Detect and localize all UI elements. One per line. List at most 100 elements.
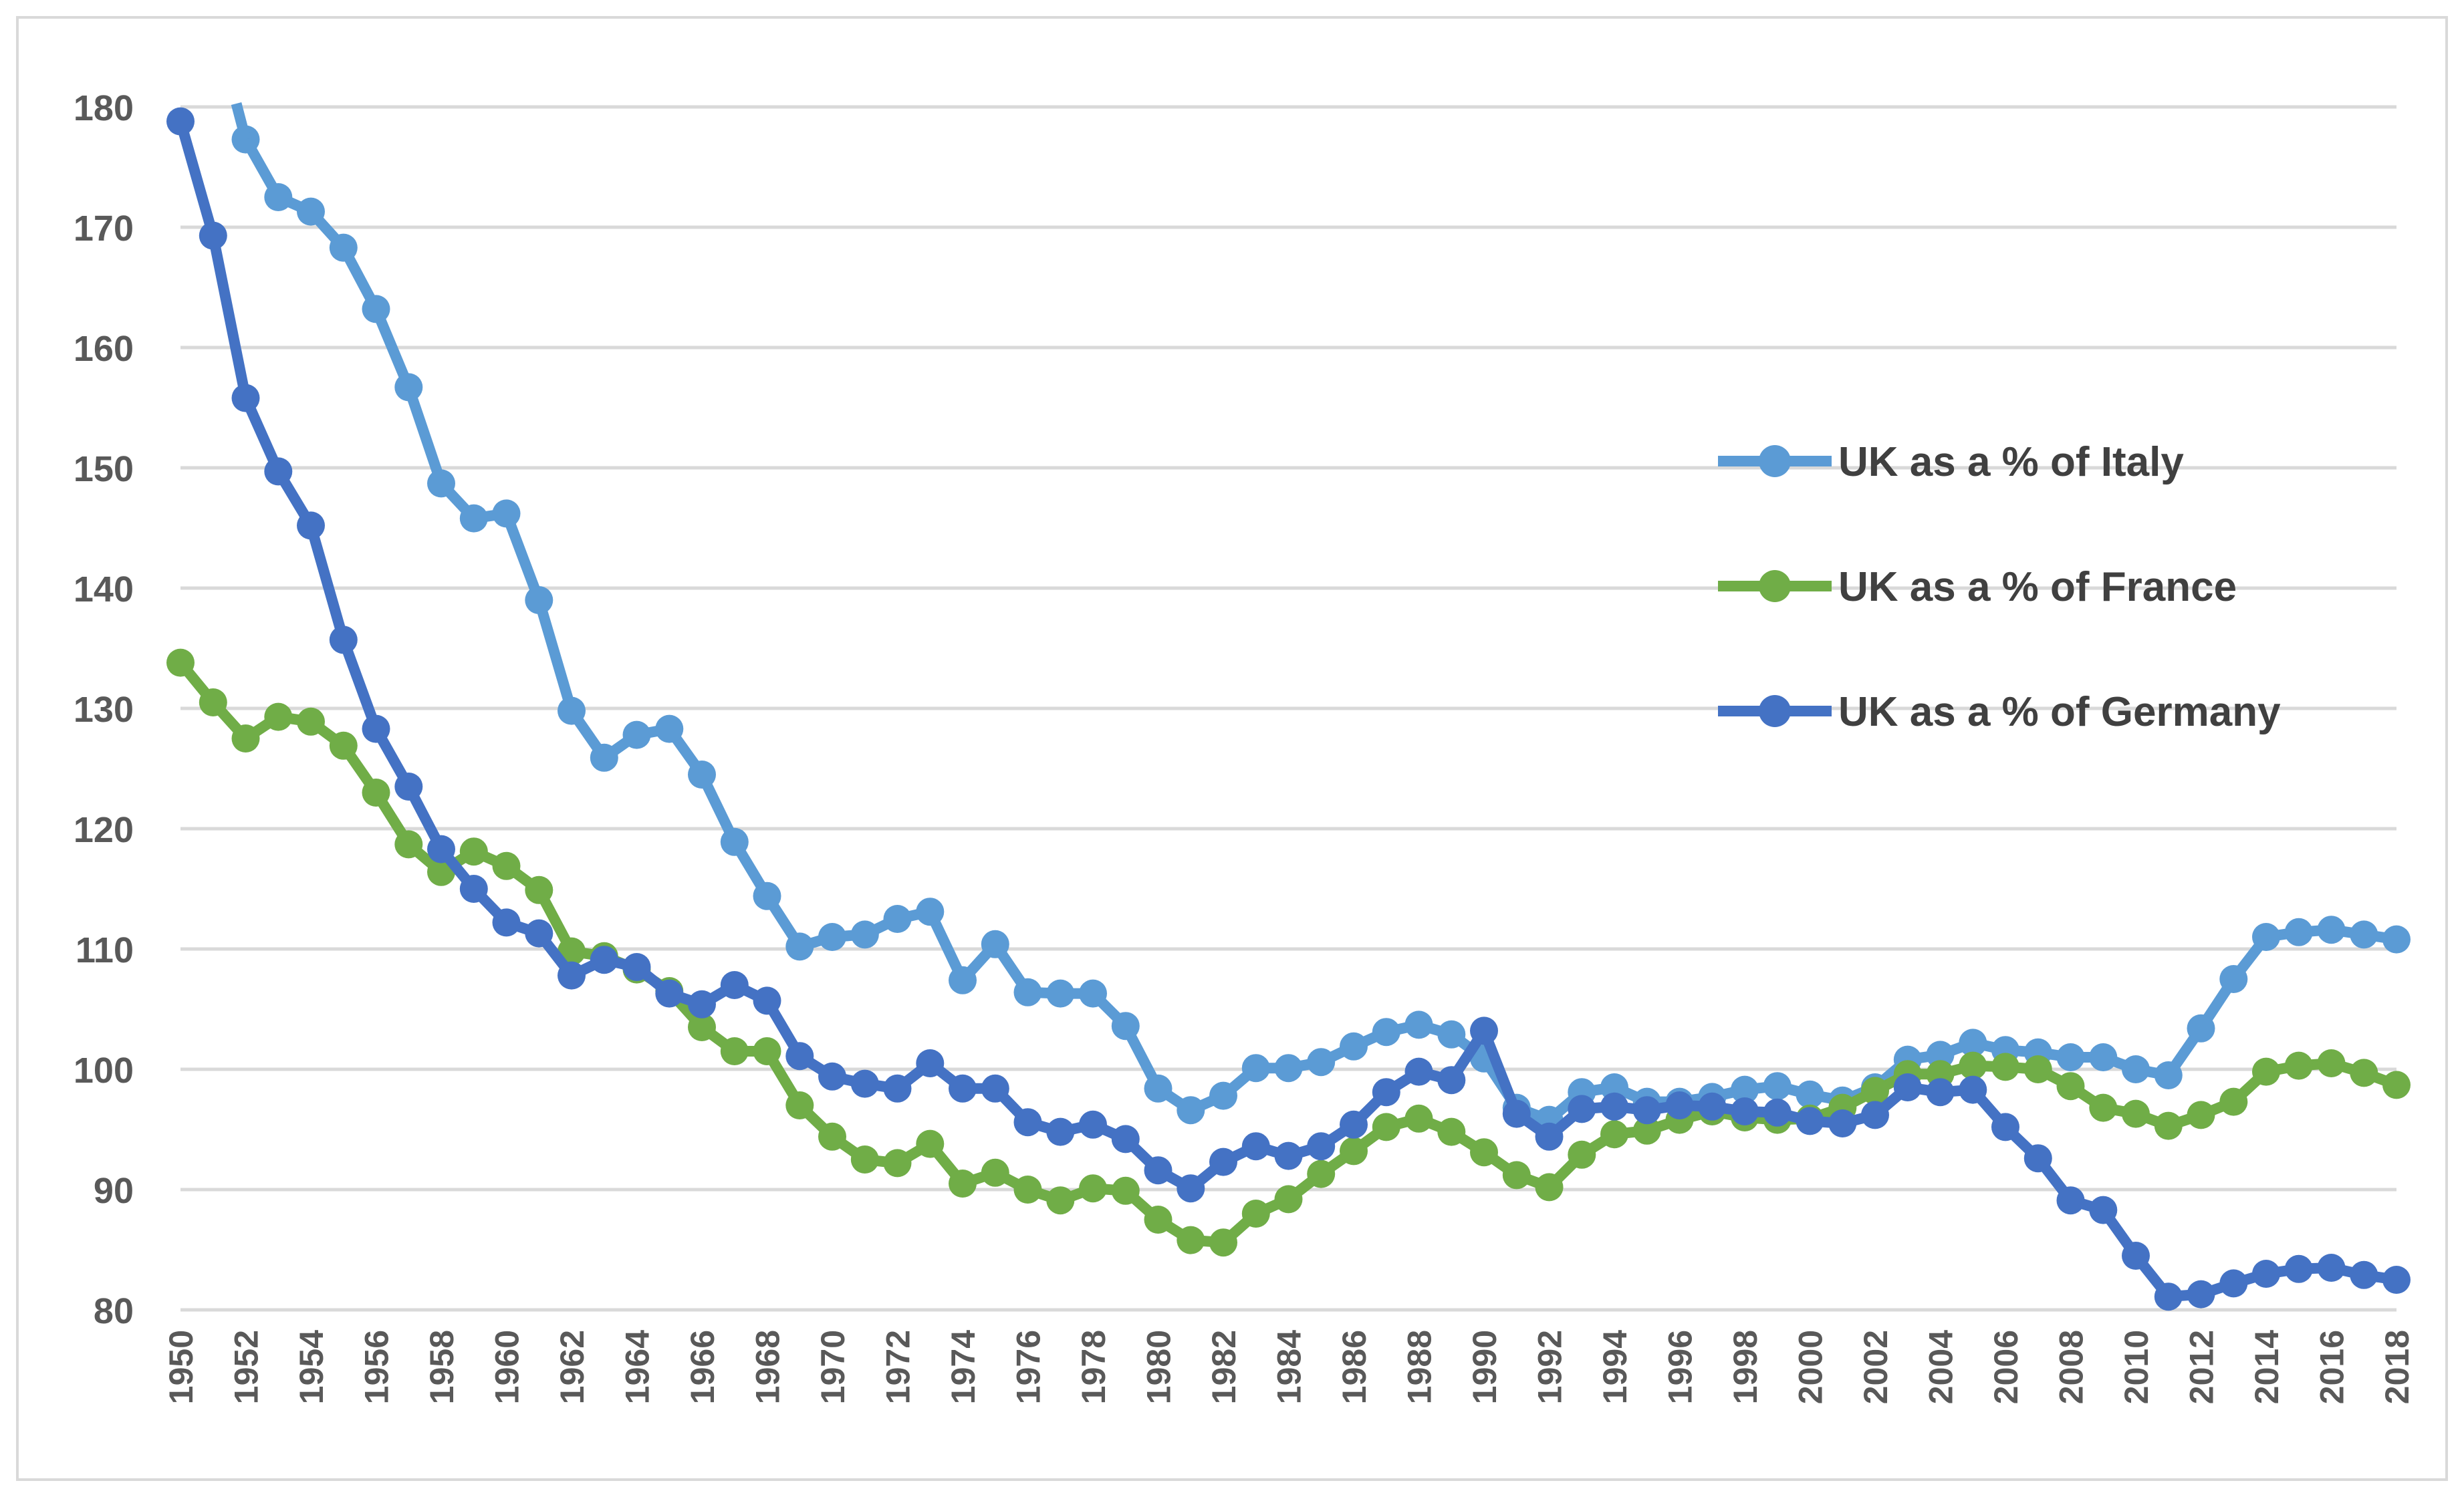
x-tick-label: 1990 <box>1466 1330 1503 1404</box>
data-point <box>1274 1054 1303 1083</box>
data-point <box>1535 1173 1564 1202</box>
y-tick-label: 180 <box>74 88 134 128</box>
y-tick-label: 170 <box>74 209 134 249</box>
data-point <box>2284 1051 2313 1080</box>
data-point <box>1111 1125 1140 1153</box>
data-point <box>2089 1196 2118 1224</box>
data-point <box>753 1037 781 1065</box>
data-point <box>1600 1120 1628 1149</box>
data-point <box>818 923 846 951</box>
data-point <box>1959 1029 1987 1057</box>
data-point <box>1111 1176 1140 1205</box>
legend-label: UK as a % of Germany <box>1838 689 2281 735</box>
data-point <box>720 827 749 856</box>
x-tick-label: 1980 <box>1140 1330 1178 1404</box>
x-tick-label: 1996 <box>1662 1330 1699 1404</box>
data-point <box>362 779 390 807</box>
legend-label: UK as a % of France <box>1838 564 2237 610</box>
data-point <box>949 1074 977 1103</box>
data-point <box>2089 1093 2118 1122</box>
data-point <box>1046 1186 1075 1215</box>
data-point <box>949 966 977 994</box>
data-point <box>1404 1104 1433 1133</box>
data-point <box>459 837 488 866</box>
data-point <box>492 851 521 880</box>
data-point <box>949 1170 977 1198</box>
data-point <box>1926 1078 1955 1107</box>
legend-marker <box>1759 695 1791 727</box>
data-point <box>2187 1101 2215 1129</box>
data-point <box>850 1145 879 1174</box>
legend-label: UK as a % of Italy <box>1838 439 2184 485</box>
data-point <box>264 457 293 486</box>
x-tick-label: 1968 <box>749 1330 787 1404</box>
y-tick-label: 160 <box>74 329 134 369</box>
data-point <box>981 1158 1009 1187</box>
data-point <box>525 919 553 948</box>
data-point <box>1144 1074 1173 1103</box>
gridlines <box>180 105 2396 1312</box>
data-point <box>394 773 423 801</box>
x-tick-label: 1958 <box>423 1330 461 1404</box>
data-point <box>2187 1014 2215 1043</box>
y-tick-label: 140 <box>74 569 134 609</box>
data-point <box>1274 1185 1303 1214</box>
x-tick-label: 1978 <box>1075 1330 1112 1404</box>
data-point <box>1470 1138 1498 1167</box>
data-point <box>1340 1137 1368 1166</box>
data-point <box>1437 1117 1466 1146</box>
data-point <box>1177 1174 1205 1203</box>
x-tick-label: 2018 <box>2378 1330 2416 1404</box>
data-point <box>297 707 325 736</box>
data-point <box>2350 920 2378 949</box>
data-point <box>2122 1099 2150 1128</box>
data-point <box>1274 1141 1303 1170</box>
data-point <box>753 881 781 910</box>
data-point <box>916 898 945 926</box>
data-point <box>1437 1020 1466 1049</box>
data-point <box>2382 1071 2411 1099</box>
x-tick-label: 2016 <box>2314 1330 2351 1404</box>
data-point <box>1111 1012 1140 1041</box>
x-tick-label: 1988 <box>1401 1330 1439 1404</box>
data-point <box>427 835 455 863</box>
data-point <box>850 920 879 949</box>
data-point <box>1632 1096 1661 1125</box>
x-tick-label: 2012 <box>2183 1330 2221 1404</box>
data-point <box>590 946 618 974</box>
x-tick-label: 2014 <box>2248 1330 2286 1404</box>
y-tick-label: 130 <box>74 690 134 730</box>
data-point <box>2317 1049 2346 1077</box>
x-tick-label: 2002 <box>1857 1330 1894 1404</box>
data-point <box>2317 1254 2346 1282</box>
data-point <box>1372 1078 1400 1107</box>
data-point <box>2056 1043 2085 1071</box>
data-point <box>1340 1110 1368 1139</box>
legend-marker <box>1759 445 1791 477</box>
data-point <box>2284 918 2313 946</box>
data-point <box>1926 1041 1955 1069</box>
y-tick-label: 100 <box>74 1051 134 1091</box>
data-point <box>2382 1266 2411 1294</box>
legend-item: UK as a % of France <box>1718 564 2237 610</box>
data-point <box>1404 1010 1433 1039</box>
series-2 <box>166 107 2411 1311</box>
data-point <box>2089 1043 2118 1071</box>
data-point <box>1959 1051 1987 1080</box>
data-point <box>1079 1110 1107 1139</box>
data-point <box>2122 1242 2150 1270</box>
data-point <box>1144 1156 1173 1185</box>
legend-marker <box>1759 570 1791 602</box>
data-point <box>688 990 716 1018</box>
data-point <box>1046 1117 1075 1146</box>
data-point <box>199 688 227 716</box>
data-point <box>818 1062 846 1091</box>
data-point <box>1177 1096 1205 1125</box>
data-point <box>1893 1073 1922 1101</box>
data-point <box>166 107 195 136</box>
data-point <box>2023 1144 2052 1173</box>
data-point <box>622 720 651 749</box>
x-tick-label: 1962 <box>553 1330 591 1404</box>
data-point <box>1241 1054 1270 1083</box>
